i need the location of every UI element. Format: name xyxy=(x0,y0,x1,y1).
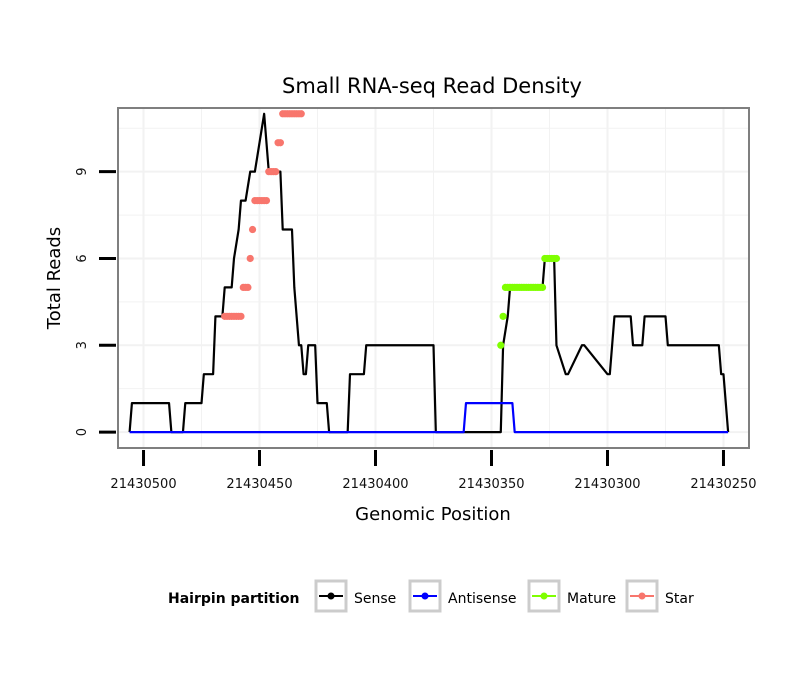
x-tick-label: 21430450 xyxy=(226,477,292,492)
grid xyxy=(118,108,749,448)
x-tick-label: 21430250 xyxy=(690,477,756,492)
point-star xyxy=(297,110,305,118)
y-tick-label: 0 xyxy=(75,428,90,436)
line-sense xyxy=(128,112,730,434)
series-points xyxy=(221,110,561,349)
x-tick-label: 21430300 xyxy=(574,477,640,492)
point-star xyxy=(272,168,280,176)
point-star xyxy=(246,254,254,263)
legend-title: Hairpin partition xyxy=(168,591,299,607)
point-star xyxy=(244,283,252,292)
line-antisense xyxy=(129,402,729,434)
x-tick-label: 21430500 xyxy=(110,477,176,492)
series-mature xyxy=(497,254,561,349)
legend-label-star: Star xyxy=(665,591,694,607)
point-star xyxy=(237,312,245,320)
legend-key-point xyxy=(327,592,335,600)
legend-label-sense: Sense xyxy=(354,591,396,607)
legend-item-sense: Sense xyxy=(314,579,396,613)
point-star xyxy=(276,139,284,147)
legend-item-mature: Mature xyxy=(527,579,616,613)
legend-key-point xyxy=(421,592,429,600)
legend-label-antisense: Antisense xyxy=(448,591,517,607)
y-axis: 0 3 6 9 xyxy=(75,168,116,436)
point-mature xyxy=(497,341,505,349)
y-tick-label: 6 xyxy=(75,254,90,262)
y-tick-label: 9 xyxy=(75,168,90,176)
x-axis-title: Genomic Position xyxy=(355,504,511,525)
chart-title: Small RNA-seq Read Density xyxy=(282,74,582,98)
plot-panel-border xyxy=(117,107,750,449)
point-star xyxy=(248,225,257,234)
point-mature xyxy=(538,283,547,292)
series-star xyxy=(221,110,305,320)
point-mature xyxy=(499,312,507,320)
legend: Hairpin partition Sense Antisense Mature St… xyxy=(168,579,694,613)
legend-item-star: Star xyxy=(625,579,694,613)
legend-label-mature: Mature xyxy=(567,591,616,607)
point-star xyxy=(262,196,271,205)
x-tick-label: 21430350 xyxy=(458,477,524,492)
x-axis: 21430500 21430450 21430400 21430350 21430300… xyxy=(110,450,757,492)
y-axis-title: Total Reads xyxy=(44,227,65,330)
y-tick-label: 3 xyxy=(75,341,90,349)
legend-item-antisense: Antisense xyxy=(408,579,517,613)
legend-key-point xyxy=(638,592,646,600)
series-lines xyxy=(128,112,730,434)
x-tick-label: 21430400 xyxy=(342,477,408,492)
legend-key-point xyxy=(540,592,548,600)
point-mature xyxy=(552,254,561,263)
